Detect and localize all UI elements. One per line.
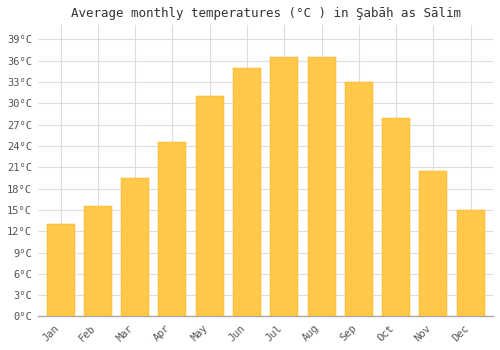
Bar <box>270 57 298 316</box>
Bar <box>158 142 186 316</box>
Bar <box>456 210 484 316</box>
Bar <box>46 224 74 316</box>
Bar <box>382 118 410 316</box>
Bar <box>233 68 261 316</box>
Bar <box>308 57 336 316</box>
Bar <box>420 171 448 316</box>
Bar <box>196 96 224 316</box>
Title: Average monthly temperatures (°C ) in Şabāḥ as Sālim: Average monthly temperatures (°C ) in Şa… <box>70 7 460 20</box>
Bar <box>345 82 373 316</box>
Bar <box>121 178 149 316</box>
Bar <box>84 206 112 316</box>
